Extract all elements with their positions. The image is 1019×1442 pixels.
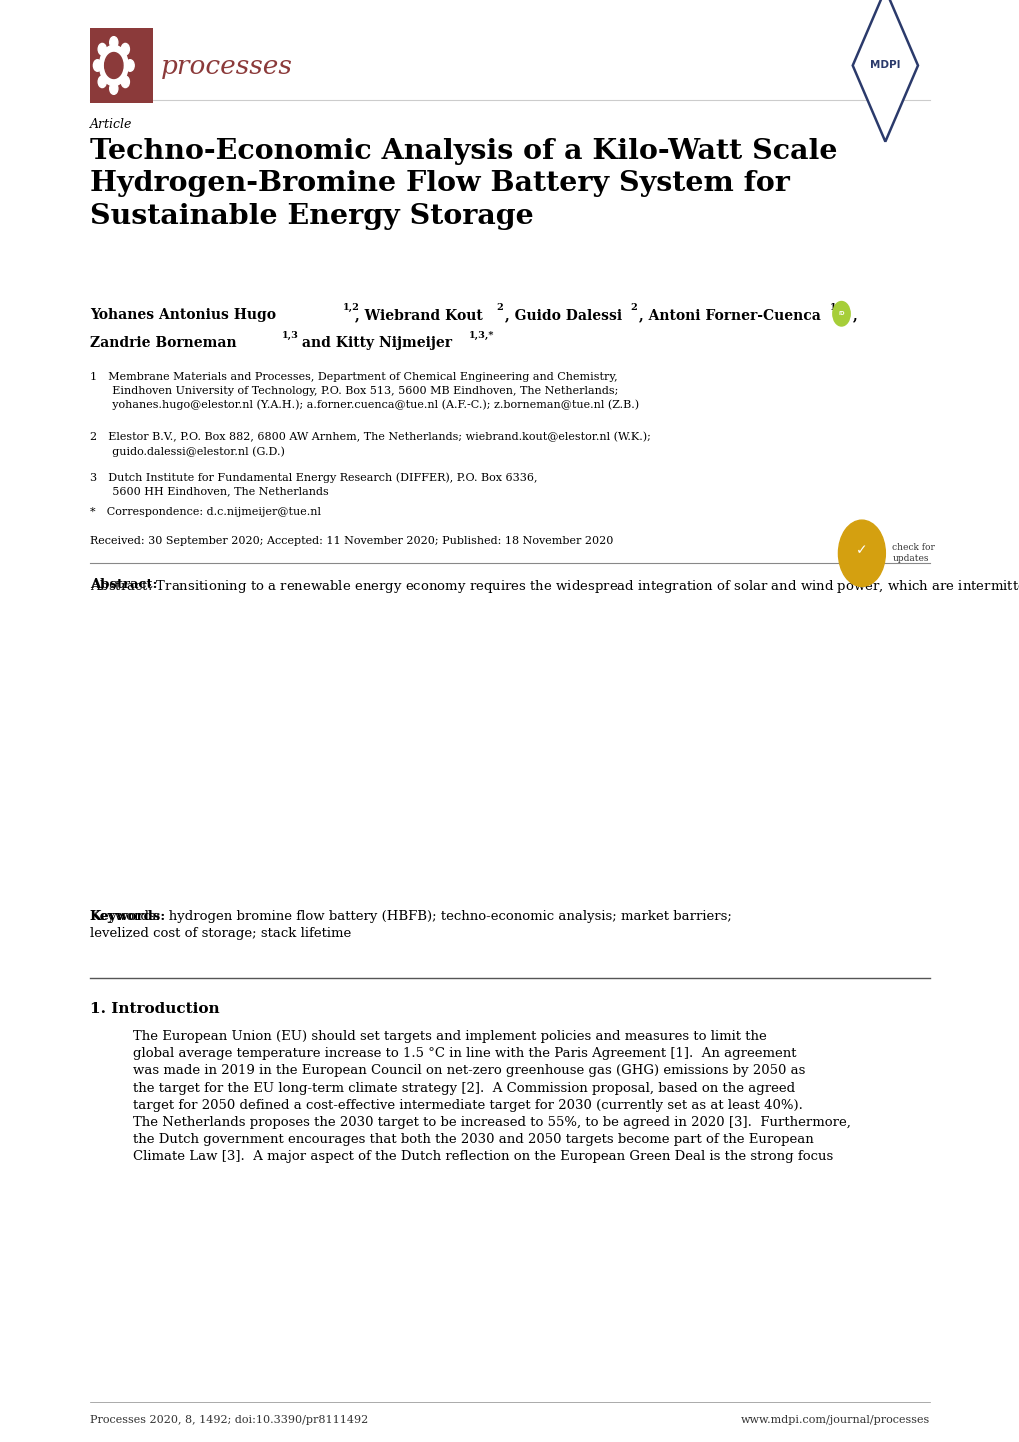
Text: The European Union (EU) should set targets and implement policies and measures t: The European Union (EU) should set targe… — [132, 1030, 850, 1164]
Text: ✓: ✓ — [855, 544, 867, 558]
Text: processes: processes — [161, 55, 292, 79]
Circle shape — [126, 59, 135, 71]
Text: MDPI: MDPI — [869, 61, 900, 71]
Text: Abstract: Transitioning to a renewable energy economy requires the widespread in: Abstract: Transitioning to a renewable e… — [90, 578, 1019, 596]
Text: , Antoni Forner-Cuenca: , Antoni Forner-Cuenca — [638, 309, 824, 322]
Text: 1: 1 — [829, 303, 836, 311]
Text: , Guido Dalessi: , Guido Dalessi — [504, 309, 627, 322]
Text: 1,2: 1,2 — [342, 303, 360, 311]
Circle shape — [121, 76, 129, 88]
Circle shape — [110, 36, 118, 48]
Circle shape — [105, 52, 123, 78]
Text: 2: 2 — [496, 303, 503, 311]
Circle shape — [838, 521, 884, 587]
Text: , Wiebrand Kout: , Wiebrand Kout — [355, 309, 487, 322]
Text: Zandrie Borneman: Zandrie Borneman — [90, 336, 242, 350]
Text: www.mdpi.com/journal/processes: www.mdpi.com/journal/processes — [740, 1415, 929, 1425]
Circle shape — [110, 82, 118, 94]
Text: 1. Introduction: 1. Introduction — [90, 1002, 219, 1017]
Text: * Correspondence: d.c.nijmeijer@tue.nl: * Correspondence: d.c.nijmeijer@tue.nl — [90, 508, 320, 518]
Text: check for
updates: check for updates — [892, 544, 934, 564]
Text: Yohanes Antonius Hugo: Yohanes Antonius Hugo — [90, 309, 280, 322]
Text: Processes 2020, 8, 1492; doi:10.3390/pr8111492: Processes 2020, 8, 1492; doi:10.3390/pr8… — [90, 1415, 368, 1425]
Circle shape — [833, 301, 850, 326]
Polygon shape — [852, 0, 917, 141]
Text: 1 Membrane Materials and Processes, Department of Chemical Engineering and Chemi: 1 Membrane Materials and Processes, Depa… — [90, 372, 638, 410]
Circle shape — [100, 45, 128, 85]
Text: Abstract:: Abstract: — [90, 578, 157, 591]
Circle shape — [121, 43, 129, 55]
Circle shape — [98, 76, 106, 88]
Circle shape — [94, 59, 102, 71]
Text: 2: 2 — [630, 303, 637, 311]
Text: and Kitty Nijmeijer: and Kitty Nijmeijer — [297, 336, 457, 350]
Text: Keywords:: Keywords: — [90, 910, 166, 923]
Text: 1,3: 1,3 — [281, 332, 299, 340]
Circle shape — [98, 43, 106, 55]
Text: iD: iD — [838, 311, 844, 316]
Text: 3 Dutch Institute for Fundamental Energy Research (DIFFER), P.O. Box 6336,
  560: 3 Dutch Institute for Fundamental Energy… — [90, 472, 537, 496]
Text: 1,3,*: 1,3,* — [469, 332, 494, 340]
Text: Techno-Economic Analysis of a Kilo-Watt Scale
Hydrogen-Bromine Flow Battery Syst: Techno-Economic Analysis of a Kilo-Watt … — [90, 138, 837, 229]
FancyBboxPatch shape — [90, 27, 153, 102]
Text: Keywords:  hydrogen bromine flow battery (HBFB); techno-economic analysis; marke: Keywords: hydrogen bromine flow battery … — [90, 910, 731, 940]
Text: Received: 30 September 2020; Accepted: 11 November 2020; Published: 18 November : Received: 30 September 2020; Accepted: 1… — [90, 536, 612, 547]
Text: Article: Article — [90, 118, 132, 131]
Text: 2 Elestor B.V., P.O. Box 882, 6800 AW Arnhem, The Netherlands; wiebrand.kout@ele: 2 Elestor B.V., P.O. Box 882, 6800 AW Ar… — [90, 433, 650, 457]
Text: ,: , — [852, 309, 857, 322]
